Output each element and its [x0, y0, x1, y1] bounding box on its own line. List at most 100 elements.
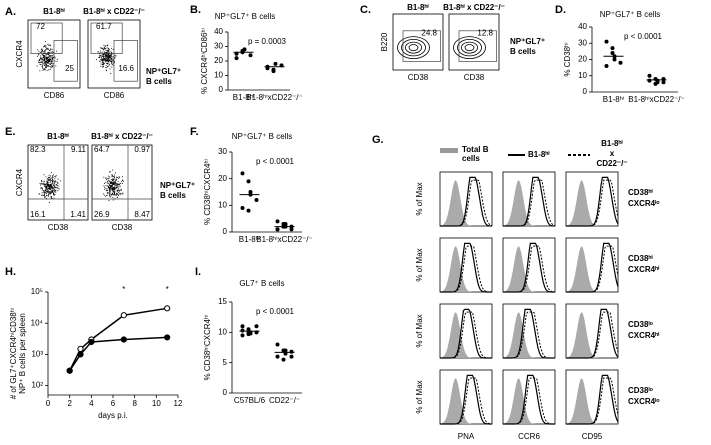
p-value: p = 0.0003 [248, 37, 287, 46]
data-point [610, 51, 615, 55]
cell-event [112, 55, 114, 57]
cell-event [47, 183, 48, 185]
panel-label: G. [372, 134, 384, 146]
cell-event [113, 183, 115, 185]
cell-event [46, 64, 48, 66]
cell-event [53, 188, 55, 190]
cell-event [52, 58, 54, 60]
chart-title: NP⁺GL7⁺ B cells [232, 132, 292, 141]
cell-event [52, 182, 54, 184]
cell-event [39, 62, 40, 64]
cell-event [110, 184, 112, 186]
y-axis-label: % of Max [415, 248, 424, 281]
cell-event [99, 57, 100, 59]
cell-event [49, 62, 51, 64]
cell-event [102, 66, 104, 68]
cell-event [51, 51, 53, 53]
cell-event [39, 55, 41, 57]
cell-event [57, 190, 59, 192]
y-axis-label: NP⁺ B cells per spleen [18, 313, 27, 394]
cell-event [42, 49, 43, 51]
cell-event [44, 185, 46, 187]
cell-event [103, 47, 105, 49]
cell-event [107, 192, 109, 193]
x-tick-label: B1-8ʰⁱxCD22⁻/⁻ [246, 93, 303, 102]
cell-event [103, 51, 105, 53]
cell-event [103, 194, 105, 196]
cell-event [99, 56, 101, 58]
cell-event [46, 191, 48, 193]
cell-event [52, 177, 54, 178]
cell-event [49, 54, 51, 56]
cell-event [106, 56, 108, 58]
cell-event [52, 59, 54, 61]
cell-event [43, 59, 45, 61]
cell-event [114, 54, 116, 56]
total-b-histogram [440, 246, 492, 292]
cell-event [110, 61, 112, 63]
y-axis-label: # of GL7⁺CXCR4ʰⁱCD38ʰⁱ [9, 308, 18, 399]
cell-event [113, 191, 115, 193]
cell-event [106, 70, 107, 72]
cell-event [112, 62, 114, 64]
cell-event [111, 175, 113, 176]
cell-event [52, 193, 54, 195]
cell-event [105, 48, 107, 49]
cell-event [54, 178, 56, 180]
x-axis-label: CD38 [408, 73, 429, 82]
data-point [281, 357, 286, 362]
cell-event [44, 183, 46, 185]
cell-event [39, 64, 41, 66]
data-point [273, 61, 278, 66]
cell-event [52, 189, 54, 191]
y-tick-label: 0 [219, 85, 224, 94]
cell-event [46, 187, 48, 189]
chart-title: GL7⁺ B cells [239, 279, 284, 288]
population-label: NP⁺GL7⁺ [146, 67, 181, 76]
series-marker [88, 338, 95, 346]
cell-event [54, 189, 55, 191]
plot-title: B1-8ʰⁱ [47, 131, 69, 141]
cell-event [106, 63, 108, 64]
data-point [289, 354, 294, 359]
cell-event [113, 178, 115, 180]
x-tick-label: 8 [132, 399, 137, 408]
cell-event [101, 63, 103, 65]
cell-event [42, 67, 43, 69]
series-line [69, 336, 168, 372]
cell-event [47, 184, 49, 186]
cell-event [50, 197, 52, 199]
cell-event [100, 47, 102, 49]
cell-event [42, 64, 44, 66]
cell-event [105, 65, 107, 67]
cell-event [51, 188, 53, 190]
cell-event [103, 62, 105, 64]
cell-event [104, 46, 106, 48]
cell-event [113, 181, 115, 183]
cell-event [104, 59, 106, 61]
cell-event [102, 58, 104, 60]
cell-event [115, 182, 117, 184]
cd22-histogram [440, 179, 493, 227]
row-label: CXCR4ʰⁱ [628, 264, 660, 274]
cell-event [112, 48, 114, 50]
cell-event [48, 188, 50, 190]
cell-event [49, 63, 51, 65]
total-b-histogram [566, 180, 618, 226]
cell-event [50, 191, 52, 193]
plot-title: B1-8ʰⁱ [43, 6, 65, 16]
cell-event [50, 195, 52, 197]
cell-event [42, 62, 44, 64]
cell-event [104, 48, 106, 50]
cell-event [122, 180, 124, 182]
y-tick-label: 15 [218, 297, 227, 306]
cell-event [110, 47, 112, 49]
cell-event [101, 59, 102, 61]
cell-event [117, 186, 119, 188]
cell-event [109, 171, 111, 173]
cell-event [43, 185, 45, 187]
cell-event [111, 66, 113, 68]
cell-event [41, 58, 42, 60]
cell-event [103, 48, 105, 50]
y-tick-label: 20 [578, 55, 587, 64]
